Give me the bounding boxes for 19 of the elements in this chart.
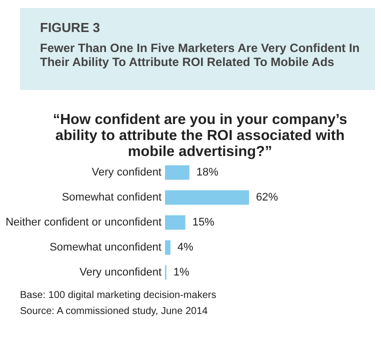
y-tick-label: Somewhat unconfident [50,242,162,254]
bar [165,165,190,180]
y-tick-label: Very confident [92,166,162,178]
data-label: 18% [196,166,219,178]
text: Base: 100 digital marketing decision-makers [20,290,218,302]
y-tick-label: Very unconfident [80,266,162,278]
bar [165,240,170,255]
y-tick-label: Neither confident or unconfident [6,216,162,228]
annotation: “How confident are you in your company’s ability to attribute the ROI associated with mobile advertising?” [52,112,348,160]
bar [165,215,186,230]
chart-subtitle: Fewer Than One In Five Marketers Are Very Confident In Their Ability To Attribute ROI Related To Mobile Ads [40,41,361,69]
data-label: 62% [256,192,278,204]
y-tick-label: Somewhat confident [62,192,162,204]
data-label: 1% [173,266,190,278]
bar [165,190,249,205]
source-note: Source: A commissioned study, June 2014 [20,306,209,318]
data-label: 4% [177,242,194,254]
data-label: 15% [192,216,215,228]
chart-title: FIGURE 3 [40,20,101,35]
